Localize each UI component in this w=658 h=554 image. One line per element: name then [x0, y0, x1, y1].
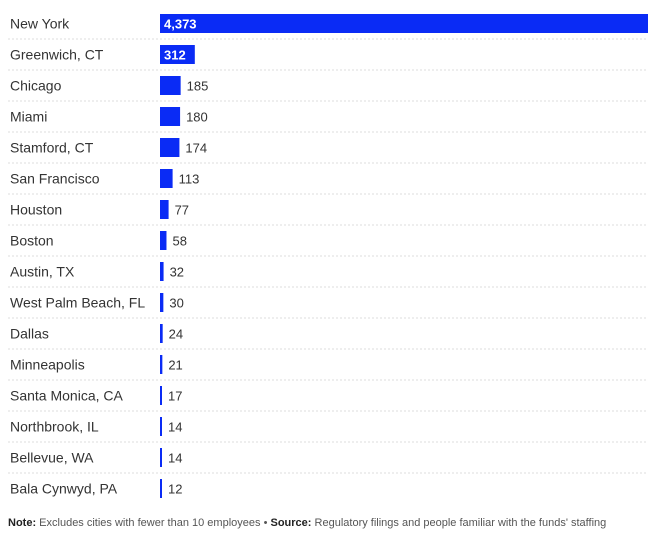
category-label: Bellevue, WA: [10, 450, 94, 466]
category-label: Austin, TX: [10, 264, 75, 280]
value-label: 180: [186, 110, 208, 125]
value-label: 4,373: [164, 17, 197, 32]
category-label: West Palm Beach, FL: [10, 295, 145, 311]
bar: [160, 386, 162, 405]
value-label: 17: [168, 389, 182, 404]
footnote-separator: •: [263, 517, 268, 529]
bar: [160, 231, 167, 250]
value-label: 113: [179, 172, 200, 187]
category-label: San Francisco: [10, 171, 100, 187]
bar-chart: New York 4,373 Greenwich, CT 312 Chicago 185 M…: [8, 14, 648, 498]
category-label: Minneapolis: [10, 357, 85, 373]
note-label: Note:: [8, 517, 37, 529]
bar: [160, 76, 181, 95]
value-label: 32: [170, 265, 184, 280]
category-label: Houston: [10, 202, 62, 218]
category-label: Bala Cynwyd, PA: [10, 481, 118, 497]
source-label: Source:: [270, 517, 312, 529]
category-label: Santa Monica, CA: [10, 388, 123, 404]
value-label: 12: [168, 482, 182, 497]
bar: [160, 14, 648, 33]
value-label: 21: [168, 358, 182, 373]
category-label: Boston: [10, 233, 54, 249]
value-label: 174: [185, 141, 207, 156]
bar: [160, 169, 173, 188]
source-text: Regulatory filings and people familiar w…: [314, 517, 607, 529]
bar: [160, 355, 163, 374]
bar: [160, 448, 162, 467]
bar: [160, 107, 181, 126]
category-label: New York: [10, 16, 70, 32]
value-label: 185: [187, 79, 209, 94]
category-label: Miami: [10, 109, 47, 125]
chart-footnote: Note: Excludes cities with fewer than 10…: [8, 517, 648, 530]
bar: [160, 262, 164, 281]
category-label: Chicago: [10, 78, 62, 94]
bar: [160, 200, 169, 219]
bar: [160, 324, 163, 343]
value-label: 77: [175, 203, 189, 218]
category-label: Stamford, CT: [10, 140, 94, 156]
value-label: 30: [169, 296, 183, 311]
category-label: Greenwich, CT: [10, 47, 104, 63]
bar: [160, 293, 164, 312]
bar: [160, 45, 195, 64]
category-label: Northbrook, IL: [10, 419, 99, 435]
bar: [160, 417, 162, 436]
value-label: 312: [164, 48, 186, 63]
bar: [160, 479, 162, 498]
value-label: 14: [168, 451, 182, 466]
value-label: 58: [172, 234, 186, 249]
note-text: Excludes cities with fewer than 10 emplo…: [39, 517, 261, 529]
value-label: 24: [169, 327, 183, 342]
category-label: Dallas: [10, 326, 49, 342]
value-label: 14: [168, 420, 182, 435]
bar: [160, 138, 180, 157]
